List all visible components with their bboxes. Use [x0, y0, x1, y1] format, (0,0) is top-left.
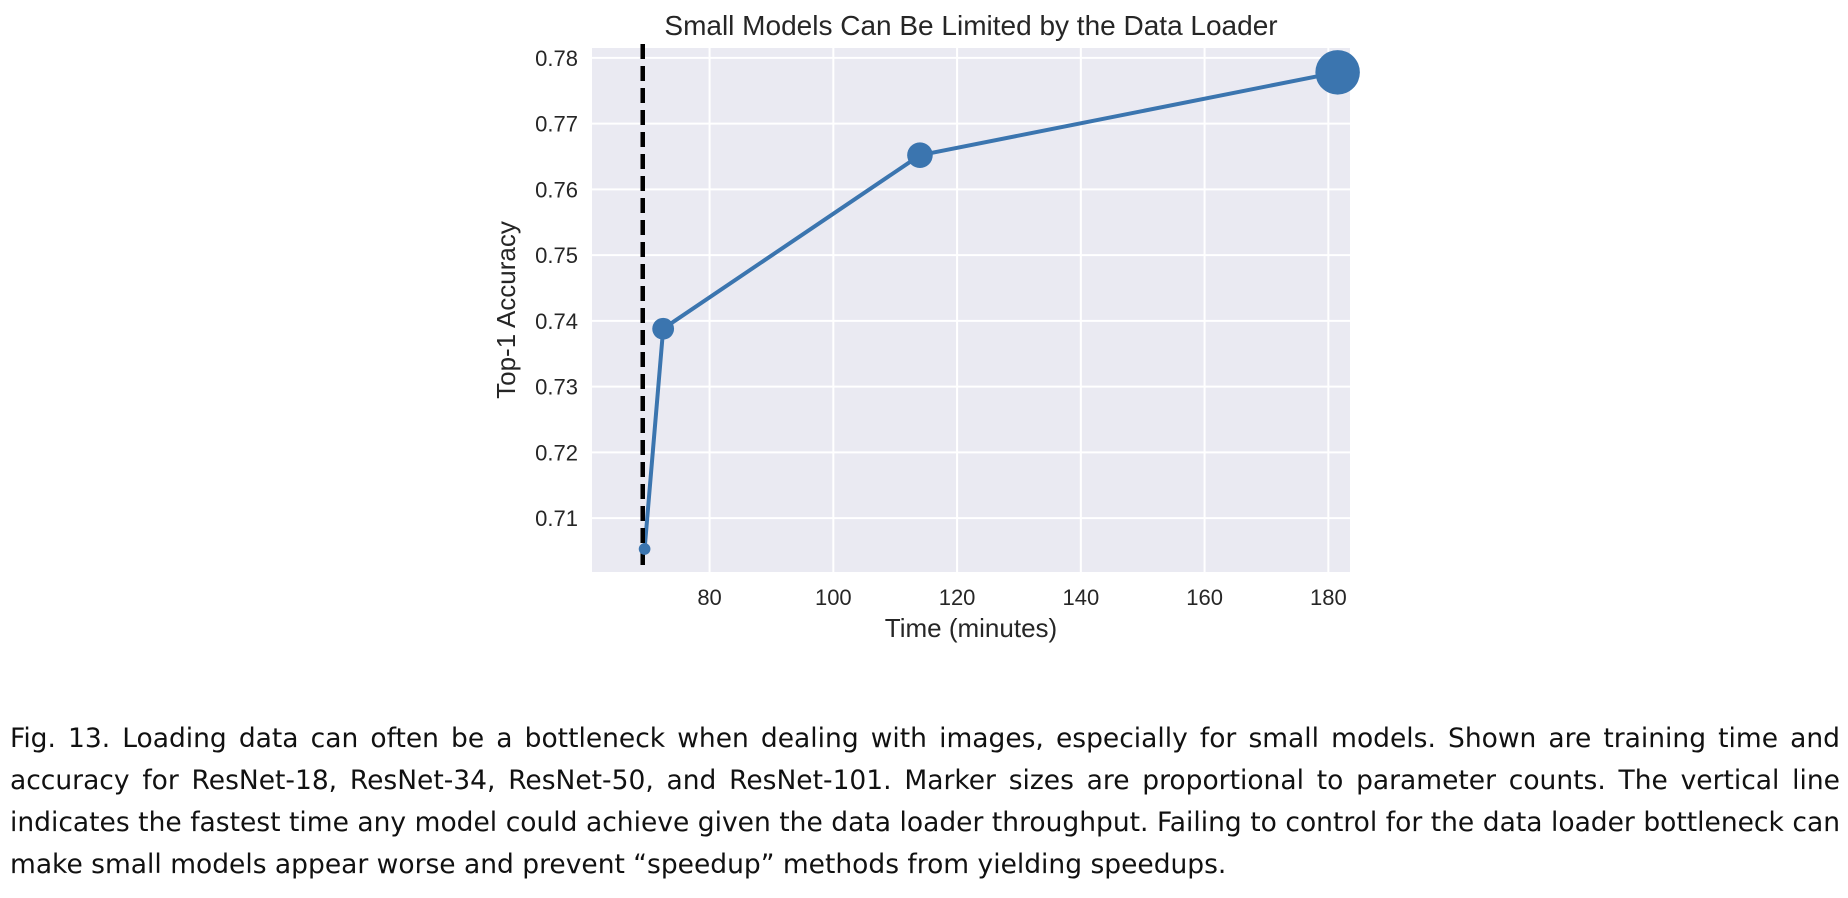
x-tick-label: 180	[1310, 585, 1347, 610]
x-tick-label: 80	[697, 585, 721, 610]
chart-title: Small Models Can Be Limited by the Data …	[664, 10, 1277, 41]
figure-caption: Fig. 13. Loading data can often be a bott…	[10, 718, 1840, 886]
grid-lines	[592, 48, 1350, 572]
x-tick-label: 100	[815, 585, 852, 610]
y-tick-label: 0.74	[535, 309, 578, 334]
data-point	[907, 142, 933, 168]
plot-area	[592, 48, 1350, 572]
chart-container: Small Models Can Be Limited by the Data …	[491, 10, 1360, 643]
y-tick-label: 0.71	[535, 506, 578, 531]
caption-text: Loading data can often be a bottleneck w…	[10, 723, 1840, 880]
data-point	[652, 317, 675, 340]
x-tick-label: 140	[1062, 585, 1099, 610]
data-point	[638, 543, 651, 555]
x-tick-label: 160	[1186, 585, 1223, 610]
tick-labels: 80 100 120 140 160 180 0.71 0.72 0.73 0.74 0.75 0.7…	[535, 46, 1347, 610]
y-axis-label: Top-1 Accuracy	[491, 221, 521, 399]
y-tick-label: 0.75	[535, 243, 578, 268]
y-tick-label: 0.72	[535, 440, 578, 465]
data-point	[1315, 50, 1360, 95]
figure-number: Fig. 13.	[10, 723, 111, 754]
x-axis-label: Time (minutes)	[885, 613, 1057, 643]
series-layer	[638, 44, 1360, 572]
x-tick-label: 120	[939, 585, 976, 610]
y-tick-label: 0.76	[535, 177, 578, 202]
accuracy-vs-time-chart: Small Models Can Be Limited by the Data …	[491, 10, 1360, 643]
y-tick-label: 0.78	[535, 46, 578, 71]
y-tick-label: 0.77	[535, 112, 578, 137]
y-tick-label: 0.73	[535, 375, 578, 400]
series-line	[642, 70, 1338, 550]
